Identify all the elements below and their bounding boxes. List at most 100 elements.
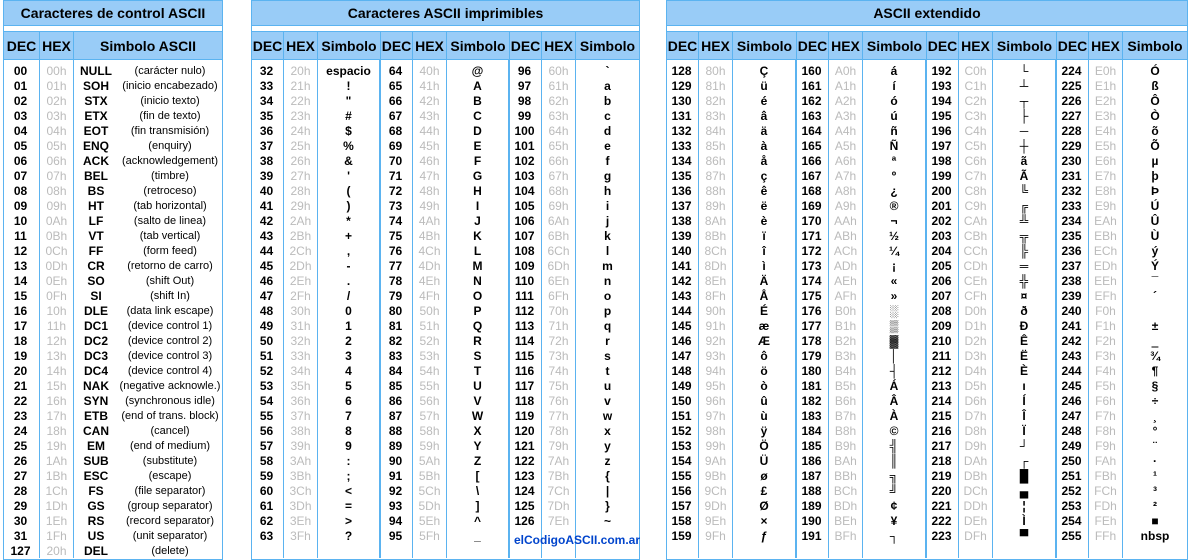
control-symbol: ACK (acknowledgement) — [74, 154, 222, 169]
control-desc: (synchronous idle) — [125, 395, 215, 407]
hex-value: D3h — [964, 349, 987, 363]
dec-value: 104 — [514, 184, 535, 198]
hex-value: 7Dh — [547, 499, 570, 513]
symbol-value: > — [344, 514, 352, 528]
hex-value: 19h — [46, 439, 67, 453]
sym-col: ` a b c d e f g h i j k l m n o p q r s t u v w x y z{|} ~ — [576, 60, 639, 558]
dec-value: 255 — [1061, 529, 1082, 543]
dec-value: 134 — [671, 154, 692, 168]
symbol-value: ` — [605, 64, 610, 78]
dec-value: 229 — [1061, 139, 1082, 153]
dec-value: 90 — [388, 454, 403, 468]
hex-value: 3Fh — [290, 529, 311, 543]
symbol-value: 5 — [345, 379, 352, 393]
control-symbol: NULL (carácter nulo) — [74, 64, 222, 79]
dec-value: 190 — [801, 514, 822, 528]
extended-header-row: DEC HEX Simbolo DEC HEX Simbolo DEC HEX Simbolo D… — [667, 32, 1187, 60]
dec-value: 148 — [671, 364, 692, 378]
dec-value: 112 — [514, 304, 535, 318]
hex-value: 6Dh — [547, 259, 570, 273]
hex-value: B8h — [834, 424, 857, 438]
control-symbol: ETX (fin de texto) — [74, 109, 222, 124]
control-desc: (group separator) — [127, 500, 213, 512]
dec-value: 144 — [671, 304, 692, 318]
hex-value: D9h — [964, 439, 987, 453]
dec-value: 253 — [1061, 499, 1082, 513]
symbol-value: Ò — [1150, 109, 1160, 123]
dec-value: 160 — [801, 64, 822, 78]
symbol-value: ï — [762, 229, 766, 243]
dec-value: 12 — [13, 244, 28, 258]
symbol-value: ╩ — [1019, 214, 1029, 228]
printable-section: Caracteres ASCII imprimibles DEC HEX Simbo… — [251, 0, 640, 560]
hex-value: 52h — [419, 334, 440, 348]
symbol-value: Í — [1022, 394, 1026, 408]
symbol-value: Á — [889, 379, 899, 393]
dec-value: 159 — [671, 529, 692, 543]
dec-value: 189 — [801, 499, 822, 513]
control-desc: (inicio texto) — [140, 95, 200, 107]
symbol-value: % — [343, 139, 354, 153]
dec-value: 162 — [801, 94, 822, 108]
hex-value: 22h — [290, 94, 311, 108]
symbol-value: Y — [473, 439, 482, 453]
dec-value: 23 — [13, 409, 28, 423]
symbol-value: ░ — [889, 304, 899, 318]
symbol-value: Û — [1150, 214, 1160, 228]
dec-value: 236 — [1061, 244, 1082, 258]
symbol-value: P — [473, 304, 482, 318]
hex-value: E3h — [1094, 109, 1117, 123]
control-desc: (device control 4) — [127, 365, 213, 377]
dec-value: 151 — [671, 409, 692, 423]
hex-header: HEX — [413, 32, 447, 60]
symbol-value: × — [760, 514, 768, 528]
dec-value: 223 — [931, 529, 952, 543]
symbol-value: # — [345, 109, 352, 123]
symbol-value: À — [889, 409, 899, 423]
dec-value: 157 — [671, 499, 692, 513]
hex-header: HEX — [542, 32, 576, 60]
hex-value: B1h — [834, 319, 857, 333]
symbol-value: J — [474, 214, 481, 228]
hex-value: 29h — [290, 199, 311, 213]
control-symbol: LF (salto de linea) — [74, 214, 222, 229]
hex-value: C9h — [964, 199, 987, 213]
hex-value: 2Ch — [289, 244, 312, 258]
symbol-value: ▒ — [889, 319, 899, 333]
hex-value: 12h — [46, 334, 67, 348]
dec-value: 70 — [388, 154, 403, 168]
hex-value: 0Fh — [46, 289, 67, 303]
dec-value: 25 — [13, 439, 28, 453]
symbol-value: Ó — [1150, 64, 1160, 78]
control-abbr: DC2 — [83, 334, 108, 348]
symbol-value: < — [344, 484, 352, 498]
hex-header: HEX — [959, 32, 993, 60]
dec-value: 93 — [388, 499, 403, 513]
symbol-value: ì — [762, 259, 766, 273]
hex-value: C0h — [964, 64, 987, 78]
hex-value: 5Dh — [418, 499, 441, 513]
hex-value: C3h — [964, 109, 987, 123]
dec-col: 160 161 162 163 164 165 166 167 168 169 170 171 172 1… — [797, 60, 829, 558]
dec-value: 44 — [259, 244, 274, 258]
hex-value: F6h — [1095, 394, 1116, 408]
symbol-value: Ë — [1019, 349, 1028, 363]
symbol-value: ═ — [1019, 259, 1029, 273]
dec-value: 118 — [514, 394, 535, 408]
symbol-value: ü — [760, 79, 768, 93]
dec-value: 233 — [1061, 199, 1082, 213]
dec-value: 21 — [13, 379, 28, 393]
control-abbr: EOT — [83, 124, 109, 138]
dec-value: 124 — [514, 484, 535, 498]
site-link[interactable]: elCodigoASCII.com.ar — [514, 533, 641, 547]
symbol-value: ¸ — [1153, 409, 1157, 423]
control-abbr: DC3 — [83, 349, 108, 363]
hex-value: EEh — [1094, 274, 1117, 288]
dec-value: 227 — [1061, 109, 1082, 123]
dec-value: 101 — [514, 139, 535, 153]
dec-value: 199 — [931, 169, 952, 183]
hex-value: E1h — [1094, 79, 1117, 93]
symbol-value: o — [603, 289, 612, 303]
dec-value: 136 — [671, 184, 692, 198]
